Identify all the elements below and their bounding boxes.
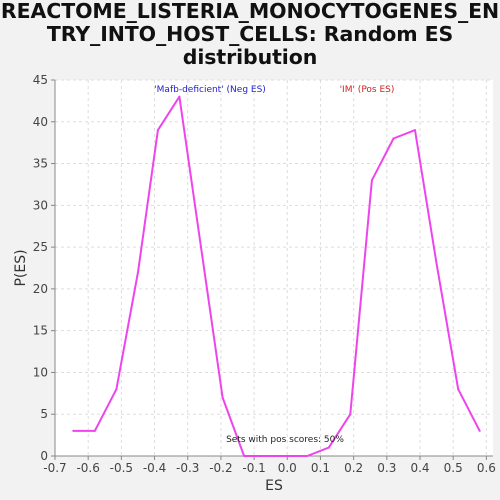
plot-area bbox=[55, 80, 493, 456]
data-point bbox=[264, 455, 267, 457]
data-point bbox=[156, 129, 159, 132]
x-tick-label: -0.6 bbox=[76, 461, 99, 475]
y-tick-label: 10 bbox=[33, 365, 48, 379]
x-tick-label: -0.1 bbox=[242, 461, 265, 475]
data-point bbox=[243, 455, 246, 457]
data-point bbox=[115, 388, 118, 391]
data-point bbox=[370, 179, 373, 182]
data-point bbox=[435, 262, 438, 265]
y-axis-label: P(ES) bbox=[13, 249, 29, 286]
y-tick-label: 25 bbox=[33, 240, 48, 254]
pos-scores-annotation: Sets with pos scores: 50% bbox=[226, 435, 344, 445]
y-tick-label: 15 bbox=[33, 324, 48, 338]
y-tick-label: 45 bbox=[33, 73, 48, 87]
data-point bbox=[349, 413, 352, 416]
x-tick-label: 0.4 bbox=[410, 461, 429, 475]
data-point bbox=[414, 129, 417, 132]
chart-title-line-2: TRY_INTO_HOST_CELLS: Random ES bbox=[46, 22, 454, 46]
x-tick-label: -0.3 bbox=[176, 461, 199, 475]
data-point bbox=[286, 455, 289, 457]
data-point bbox=[72, 429, 75, 432]
x-tick-label: 0.2 bbox=[344, 461, 363, 475]
es-distribution-line bbox=[73, 95, 481, 457]
y-tick-label: 30 bbox=[33, 198, 48, 212]
data-point bbox=[306, 455, 309, 457]
data-point bbox=[93, 429, 96, 432]
x-tick-label: 0.1 bbox=[311, 461, 330, 475]
x-tick-label: -0.4 bbox=[143, 461, 166, 475]
axis-ticks: 0 5 10 15 20 25 30 35 40 45 -0.7 -0.6 -0.5 -0.4 -0.3 -0… bbox=[33, 73, 496, 475]
x-tick-label: -0.5 bbox=[110, 461, 133, 475]
series-layer bbox=[72, 95, 481, 457]
x-tick-label: 0.3 bbox=[377, 461, 396, 475]
x-tick-label: 0.5 bbox=[444, 461, 463, 475]
data-point bbox=[392, 137, 395, 140]
data-point bbox=[200, 246, 202, 249]
chart-title: REACTOME_LISTERIA_MONOCYTOGENES_EN TRY_I… bbox=[0, 0, 500, 69]
pos-es-annotation: 'IM' (Pos ES) bbox=[340, 85, 395, 95]
data-point bbox=[136, 271, 139, 274]
x-tick-label: 0.0 bbox=[278, 461, 297, 475]
y-tick-label: 0 bbox=[40, 449, 48, 463]
data-point bbox=[327, 446, 330, 449]
data-point bbox=[478, 429, 481, 432]
x-axis-label: ES bbox=[265, 478, 283, 494]
x-tick-label: -0.7 bbox=[43, 461, 66, 475]
chart-title-line-3: distribution bbox=[182, 45, 318, 69]
x-tick-label: -0.2 bbox=[209, 461, 232, 475]
y-tick-label: 35 bbox=[33, 157, 48, 171]
grid bbox=[55, 79, 493, 456]
y-tick-label: 20 bbox=[33, 282, 48, 296]
chart-title-line-1: REACTOME_LISTERIA_MONOCYTOGENES_EN bbox=[0, 0, 500, 23]
y-tick-label: 5 bbox=[40, 407, 48, 421]
y-tick-label: 40 bbox=[33, 115, 48, 129]
data-point bbox=[221, 396, 224, 399]
neg-es-annotation: 'Mafb-deficient' (Neg ES) bbox=[154, 85, 266, 95]
data-point bbox=[457, 388, 460, 391]
data-point bbox=[178, 95, 181, 98]
x-tick-label: 0.6 bbox=[477, 461, 496, 475]
